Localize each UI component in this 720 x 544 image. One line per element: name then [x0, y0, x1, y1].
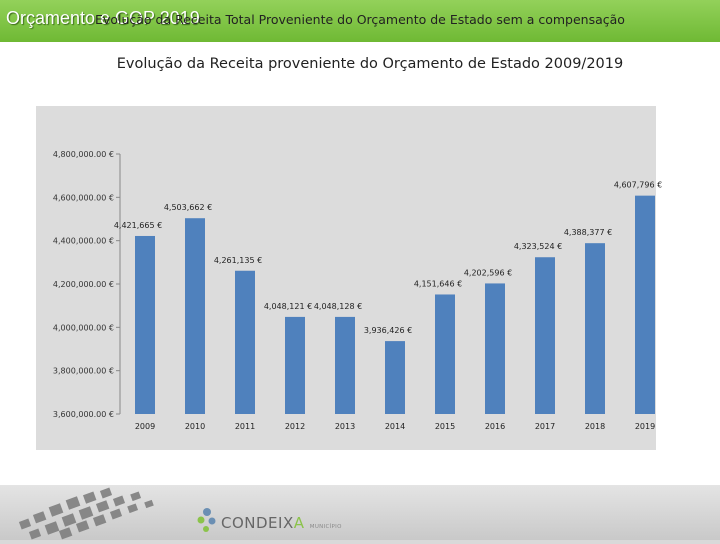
x-tick-label: 2019 — [635, 422, 655, 431]
logo-name-suffix: MUNICÍPIO — [309, 524, 342, 530]
logo-name-accent: A — [293, 514, 305, 532]
bar — [135, 235, 155, 414]
slide-title: Orçamento e GOP 2019 — [6, 8, 200, 28]
x-tick-label: 2014 — [385, 422, 405, 431]
bar — [635, 195, 655, 414]
data-label: 3,936,426 € — [364, 326, 412, 335]
data-label: 4,048,121 € — [264, 302, 312, 311]
bar — [235, 270, 255, 414]
x-tick-label: 2009 — [135, 422, 155, 431]
chart-title: Evolução da Receita Total Proveniente do… — [95, 12, 625, 27]
logo-symbol-icon — [197, 508, 216, 532]
y-tick-label: 4,200,000.00 € — [53, 280, 114, 289]
bar — [535, 257, 555, 414]
bar — [185, 218, 205, 414]
y-tick-label: 3,600,000.00 € — [53, 410, 114, 419]
logo-text: CONDEIXA MUNICÍPIO — [221, 514, 342, 532]
y-tick-label: 4,800,000.00 € — [53, 150, 114, 159]
x-tick-label: 2012 — [285, 422, 305, 431]
data-label: 4,323,524 € — [514, 242, 562, 251]
data-label: 4,202,596 € — [464, 268, 512, 277]
bar — [285, 316, 305, 414]
bar — [435, 294, 455, 414]
y-tick-label: 3,800,000.00 € — [53, 367, 114, 376]
x-tick-label: 2010 — [185, 422, 205, 431]
footer-band — [0, 485, 720, 540]
x-tick-label: 2018 — [585, 422, 605, 431]
decorative-mosaic-graphic — [18, 487, 154, 540]
x-tick-label: 2011 — [235, 422, 255, 431]
data-label: 4,261,135 € — [214, 256, 262, 265]
y-tick-label: 4,600,000.00 € — [53, 193, 114, 202]
condeixa-logo: CONDEIXA MUNICÍPIO — [195, 498, 345, 538]
bar — [335, 316, 355, 414]
x-tick-label: 2017 — [535, 422, 555, 431]
bar — [585, 243, 605, 414]
bar — [485, 283, 505, 414]
x-tick-label: 2016 — [485, 422, 505, 431]
slide-subtitle: Evolução da Receita proveniente do Orçam… — [116, 56, 624, 72]
y-tick-label: 4,400,000.00 € — [53, 237, 114, 246]
data-label: 4,607,796 € — [614, 181, 662, 190]
bar-chart: 3,600,000.00 € 3,800,000.00 € 4,000,000.00… — [53, 150, 662, 431]
data-label: 4,388,377 € — [564, 228, 612, 237]
x-tick-label: 2015 — [435, 422, 455, 431]
bar — [385, 341, 405, 414]
data-label: 4,048,128 € — [314, 302, 362, 311]
data-label: 4,151,646 € — [414, 279, 462, 288]
y-tick-label: 4,000,000.00 € — [53, 323, 114, 332]
logo-name-main: CONDEIX — [221, 514, 294, 532]
x-tick-label: 2013 — [335, 422, 355, 431]
data-label: 4,421,665 € — [114, 221, 162, 230]
data-label: 4,503,662 € — [164, 203, 212, 212]
